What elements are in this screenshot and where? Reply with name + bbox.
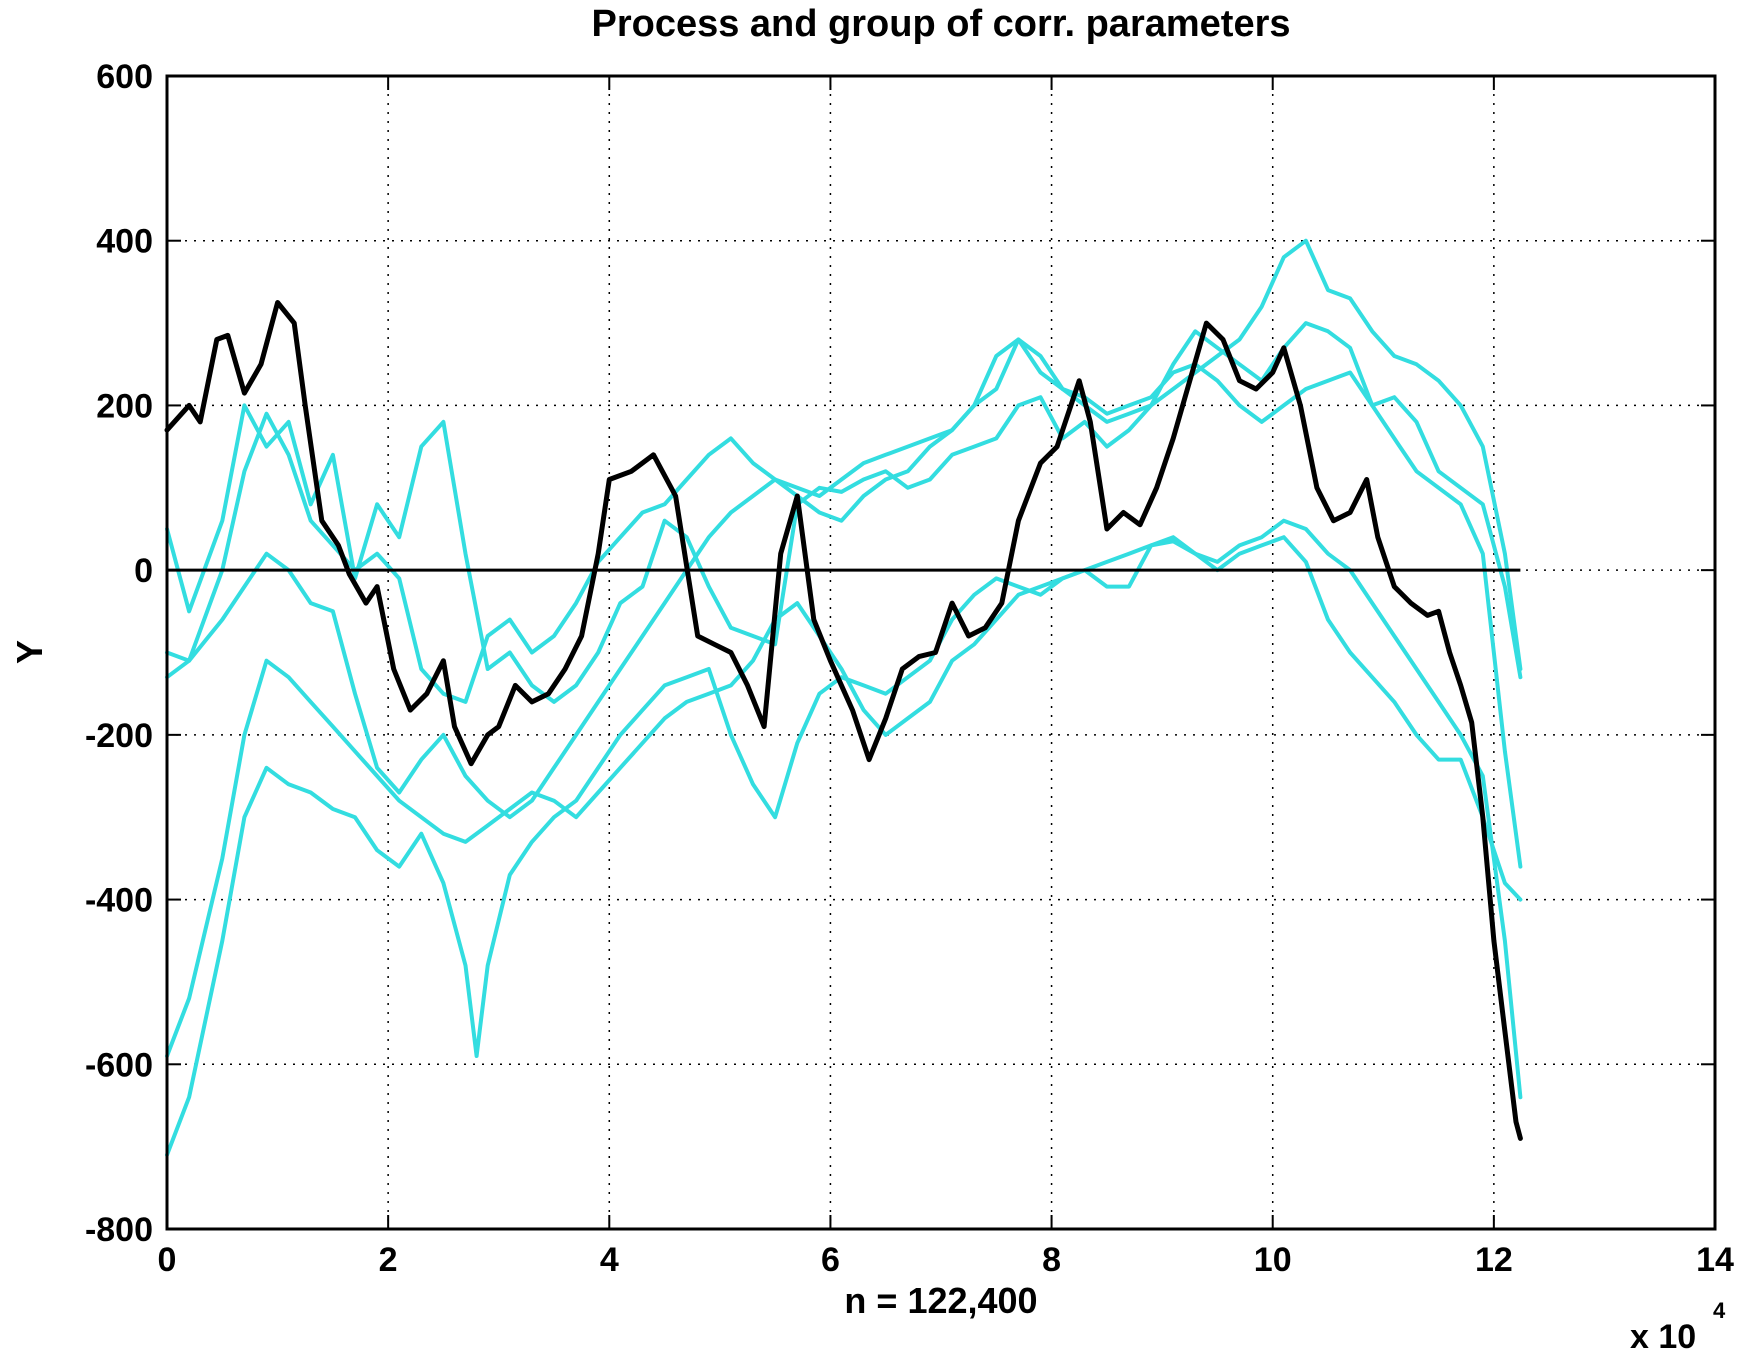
- series-line-parameter: [165, 518, 1523, 1100]
- series-line-parameter: [165, 337, 1523, 869]
- plot-frame: [165, 74, 1717, 1231]
- x-tick-label: 14: [1696, 1241, 1734, 1279]
- x-tick-label: 2: [379, 1241, 398, 1279]
- x-tick-label: 8: [1042, 1241, 1061, 1279]
- y-axis-label: Y: [9, 640, 50, 664]
- x-tick-label: 12: [1475, 1241, 1513, 1279]
- y-tick-label: 600: [96, 58, 153, 96]
- x-exponent-label: x 10: [1630, 1318, 1696, 1356]
- y-tick-label: -600: [85, 1046, 153, 1084]
- x-tick-label: 6: [821, 1241, 840, 1279]
- series-line-parameter: [165, 238, 1523, 820]
- y-tick-label: 200: [96, 387, 153, 425]
- y-tick-label: 400: [96, 223, 153, 261]
- series-line-parameter: [165, 321, 1523, 704]
- y-tick-label: -800: [85, 1211, 153, 1249]
- x-tick-label: 0: [158, 1241, 177, 1279]
- series-layer: [164, 238, 1523, 1157]
- x-axis-label: n = 122,400: [844, 1280, 1037, 1321]
- series-line-parameter: [165, 535, 1523, 1157]
- chart-title: Process and group of corr. parameters: [591, 3, 1290, 45]
- x-tick-label: 4: [600, 1241, 619, 1279]
- x-tick-label: 10: [1254, 1241, 1292, 1279]
- y-tick-label: -400: [85, 882, 153, 920]
- y-tick-label: -200: [85, 717, 153, 755]
- series-line-process: [164, 300, 1523, 1141]
- x-exponent-power: 4: [1713, 1298, 1726, 1323]
- y-tick-label: 0: [134, 552, 153, 590]
- ticks-layer: 0 2 4 6 8 10 12 14 -800 -600 -400 -200 0 200 400 600: [85, 58, 1734, 1279]
